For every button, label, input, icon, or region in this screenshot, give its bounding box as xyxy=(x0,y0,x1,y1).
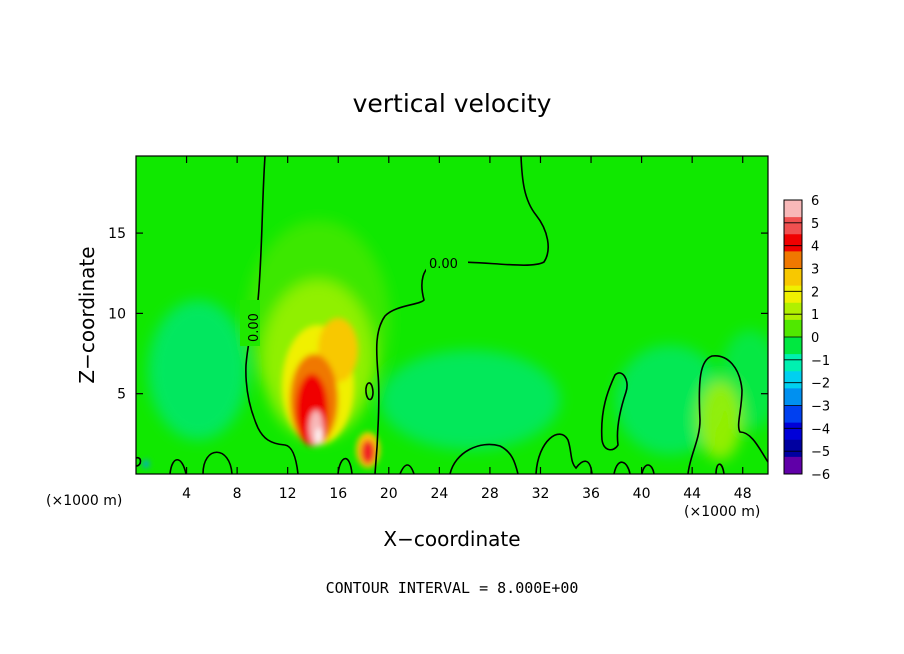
colorbar-label: −3 xyxy=(811,400,830,415)
colorbar-label: 0 xyxy=(811,331,819,346)
colorbar-swatch xyxy=(784,405,802,424)
zero-contours xyxy=(136,156,768,474)
colorbar-swatch xyxy=(784,234,802,252)
colorbar-swatch xyxy=(784,319,802,338)
colorbar-label: 4 xyxy=(811,240,819,255)
colorbar-swatch xyxy=(784,388,802,406)
colorbar-label: −6 xyxy=(811,468,830,483)
x-tick-label: 32 xyxy=(532,486,550,502)
downdraft-mid xyxy=(380,350,560,450)
contour-interval-footer: CONTOUR INTERVAL = 8.000E+00 xyxy=(326,579,579,597)
surface-blue xyxy=(143,460,149,468)
contour-bump-h xyxy=(600,372,628,451)
x-ticks: 4 8 12 16 20 24 28 32 36 40 44 48 xyxy=(182,156,752,502)
contour-bump-e xyxy=(399,464,415,474)
contour-bump-f xyxy=(449,443,519,474)
contour-bump-m xyxy=(136,456,142,467)
colorbar-label: −1 xyxy=(811,354,830,369)
x-tick-label: 36 xyxy=(582,486,600,502)
chart-title: vertical velocity xyxy=(353,89,552,118)
contour-bump-k xyxy=(687,355,768,474)
x-axis-label: X−coordinate xyxy=(383,527,520,551)
y-tick-label: 5 xyxy=(117,387,126,403)
colorbar-swatch xyxy=(784,268,802,287)
colorbar-label: 3 xyxy=(811,263,819,278)
x-tick-label: 12 xyxy=(279,486,297,502)
x-tick-label: 20 xyxy=(380,486,398,502)
contour-label-center: 0.00 xyxy=(429,257,458,272)
colorbar-swatch xyxy=(784,217,802,235)
cell-second-red xyxy=(361,440,375,464)
y-tick-label: 15 xyxy=(108,226,126,242)
colorbar-label: 5 xyxy=(811,217,819,232)
x-tick-label: 24 xyxy=(430,486,448,502)
contour-left xyxy=(245,156,299,474)
positive-right xyxy=(698,380,742,460)
colorbar-swatch xyxy=(784,285,802,304)
contour-bump-d xyxy=(365,382,374,401)
contour-bump-g xyxy=(535,433,593,474)
colorbar-label: 6 xyxy=(811,194,819,209)
y-ticks: 5 10 15 xyxy=(108,226,768,403)
colorbar: 6 5 4 3 2 1 0 −1 −2 −3 −4 −5 −6 xyxy=(783,194,830,483)
contour-bump-l xyxy=(715,463,725,474)
contour-label-left: 0.00 xyxy=(247,313,262,342)
plot-frame xyxy=(135,155,769,475)
colorbar-swatch xyxy=(784,251,802,269)
colorbar-swatch xyxy=(784,371,802,389)
colorbar-label: 1 xyxy=(811,308,819,323)
velocity-field xyxy=(136,156,768,474)
downdraft-right xyxy=(615,345,725,455)
y-axis-label: Z−coordinate xyxy=(75,246,99,383)
x-tick-label: 16 xyxy=(329,486,347,502)
colorbar-swatch xyxy=(784,302,802,321)
colorbar-swatch xyxy=(784,439,802,458)
contour-bump-j xyxy=(641,464,655,474)
colorbar-swatch xyxy=(784,354,802,372)
colorbar-label: −2 xyxy=(811,377,830,392)
colorbar-label: 2 xyxy=(811,285,819,300)
x-tick-label: 4 xyxy=(182,486,191,502)
contour-bump-i xyxy=(613,461,631,474)
downdraft-left xyxy=(148,300,248,440)
colorbar-swatch xyxy=(784,337,802,355)
x-tick-label: 28 xyxy=(481,486,499,502)
colorbar-swatch xyxy=(784,456,802,475)
x-unit-right: (×1000 m) xyxy=(684,504,760,520)
core-white xyxy=(316,428,322,444)
colorbar-swatch xyxy=(784,200,802,218)
contour-bump-a xyxy=(169,458,187,474)
y-tick-label: 10 xyxy=(108,306,126,322)
contour-center xyxy=(374,156,549,474)
x-tick-label: 48 xyxy=(734,486,752,502)
contour-bump-b xyxy=(202,451,233,474)
colorbar-label: −5 xyxy=(811,445,830,460)
x-tick-label: 44 xyxy=(683,486,701,502)
colorbar-label: −4 xyxy=(811,422,830,437)
x-tick-label: 40 xyxy=(633,486,651,502)
x-unit-left: (×1000 m) xyxy=(46,493,122,509)
x-tick-label: 8 xyxy=(233,486,242,502)
colorbar-swatch xyxy=(784,422,802,441)
